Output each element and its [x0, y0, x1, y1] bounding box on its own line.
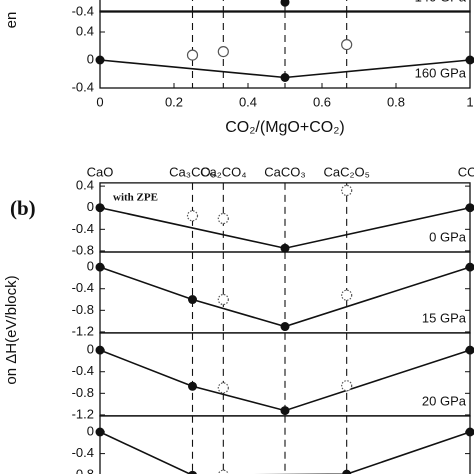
open-point	[341, 380, 353, 392]
y-tick-label: -0.8	[72, 302, 94, 317]
compound-label: CaCO₃	[264, 164, 305, 179]
filled-point	[280, 0, 290, 7]
filled-point	[342, 469, 352, 474]
filled-point	[95, 262, 105, 272]
filled-point	[465, 262, 474, 272]
panel-label: 160 GPa	[415, 65, 467, 80]
filled-point	[465, 55, 474, 65]
y-tick-label: 0	[87, 423, 94, 438]
filled-point	[95, 203, 105, 213]
open-point	[186, 49, 199, 61]
x-tick-label: 0.8	[387, 94, 405, 109]
filled-point	[95, 427, 105, 437]
filled-point	[188, 381, 197, 391]
filled-point	[280, 406, 290, 416]
y-tick-label: -1.2	[72, 406, 94, 421]
y-tick-label: -0.4	[72, 221, 94, 236]
annotation: with ZPE	[113, 192, 158, 204]
x-tick-label: 1	[466, 94, 473, 109]
y-tick-label: 0	[87, 342, 94, 357]
y-tick-label: -0.4	[72, 79, 94, 94]
open-point	[341, 184, 353, 197]
filled-point	[280, 243, 290, 253]
y-tick-label: -0.8	[72, 385, 94, 400]
filled-point	[188, 295, 197, 305]
y-axis-label-b: on ΔH(eV/block)	[3, 275, 20, 384]
filled-point	[280, 73, 290, 82]
open-point	[341, 38, 353, 51]
y-tick-label: -0.8	[72, 467, 94, 474]
panel-label: 15 GPa	[422, 310, 467, 325]
open-point	[217, 469, 229, 474]
filled-point	[465, 203, 474, 213]
open-point	[217, 212, 229, 225]
panel-label: 20 GPa	[422, 393, 467, 408]
y-tick-label: 0	[87, 199, 94, 214]
compound-label: CO₂	[458, 164, 474, 179]
panel-label: 0 GPa	[429, 229, 467, 244]
compound-label: CaC₂O₅	[323, 164, 369, 179]
y-tick-label: -1.2	[72, 323, 94, 338]
hull-line	[99, 349, 471, 412]
y-tick-label: 0.4	[76, 178, 94, 193]
y-tick-label: -0.4	[72, 363, 94, 378]
compound-label: Ca₃CO₅	[169, 164, 216, 179]
open-point	[217, 45, 229, 58]
compound-label: Ca₂CO₄	[200, 164, 246, 179]
panel-label: 140 GPa	[415, 0, 467, 4]
filled-point	[188, 470, 197, 474]
filled-point	[465, 427, 474, 437]
filled-point	[95, 345, 105, 355]
filled-point	[95, 55, 105, 65]
y-tick-label: -0.4	[72, 280, 94, 295]
compound-label: CaO	[87, 164, 114, 179]
y-tick-label: 0.4	[76, 23, 94, 38]
open-point	[186, 210, 199, 222]
x-tick-label: 0.4	[239, 94, 257, 109]
open-point	[217, 293, 229, 306]
open-point	[217, 382, 229, 394]
hull-line	[99, 431, 471, 474]
y-axis-label-a: en	[3, 12, 20, 29]
open-point	[341, 289, 353, 301]
x-tick-label: 0.6	[313, 94, 331, 109]
panel-label: (b)	[10, 196, 36, 220]
x-tick-label: 0	[96, 94, 103, 109]
x-tick-label: 0.2	[165, 94, 183, 109]
y-tick-label: 0	[87, 259, 94, 274]
y-tick-label: -0.4	[72, 445, 94, 460]
filled-point	[465, 345, 474, 355]
hull-line	[99, 266, 471, 328]
y-tick-label: -0.4	[72, 3, 94, 18]
filled-point	[280, 322, 290, 332]
x-axis-label: CO₂/(MgO+CO₂)	[225, 119, 345, 136]
y-tick-label: -0.8	[72, 242, 94, 257]
y-tick-label: 0	[87, 51, 94, 66]
